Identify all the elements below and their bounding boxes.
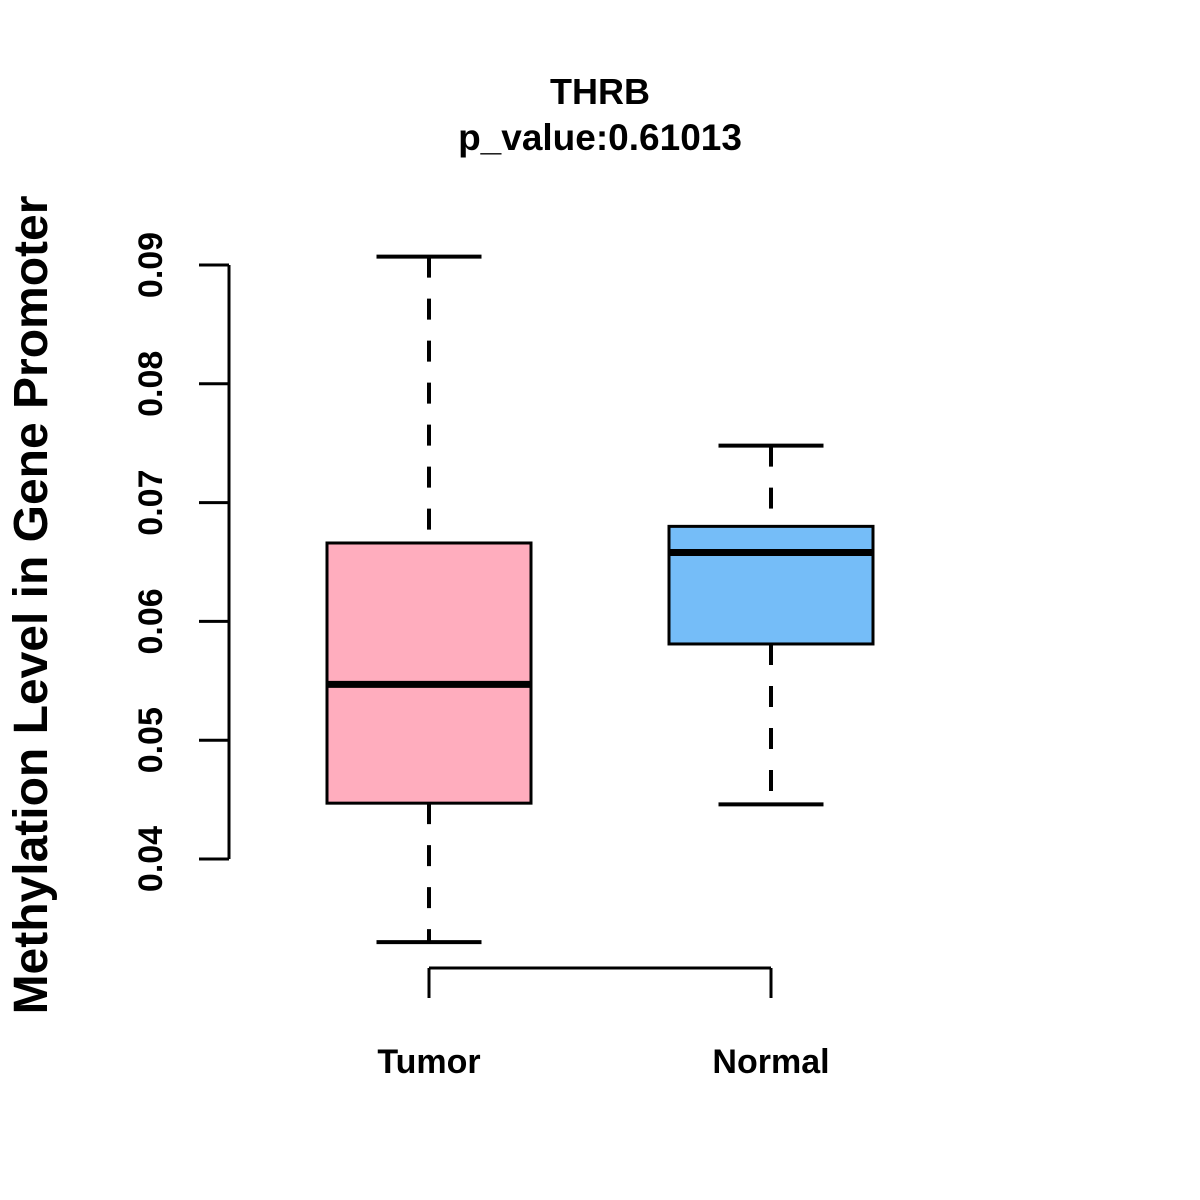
y-tick-label: 0.08	[132, 351, 170, 417]
y-tick-label: 0.05	[132, 707, 170, 773]
y-tick-label: 0.07	[132, 470, 170, 536]
plot-area: 0.04 0.05 0.06 0.07 0.08 0.09 Tumor Normal	[132, 232, 875, 1081]
box-tumor	[325, 541, 533, 805]
y-axis-title: Methylation Level in Gene Promoter	[5, 196, 58, 1015]
y-tick-label: 0.09	[132, 232, 170, 298]
y-tick-label: 0.04	[132, 826, 170, 892]
x-category-label-normal: Normal	[712, 1043, 829, 1081]
y-tick-label: 0.06	[132, 588, 170, 654]
box-normal	[667, 524, 875, 646]
chart-subtitle: p_value:0.61013	[458, 117, 742, 158]
chart-title: THRB	[550, 71, 650, 112]
x-category-label-tumor: Tumor	[377, 1043, 480, 1081]
